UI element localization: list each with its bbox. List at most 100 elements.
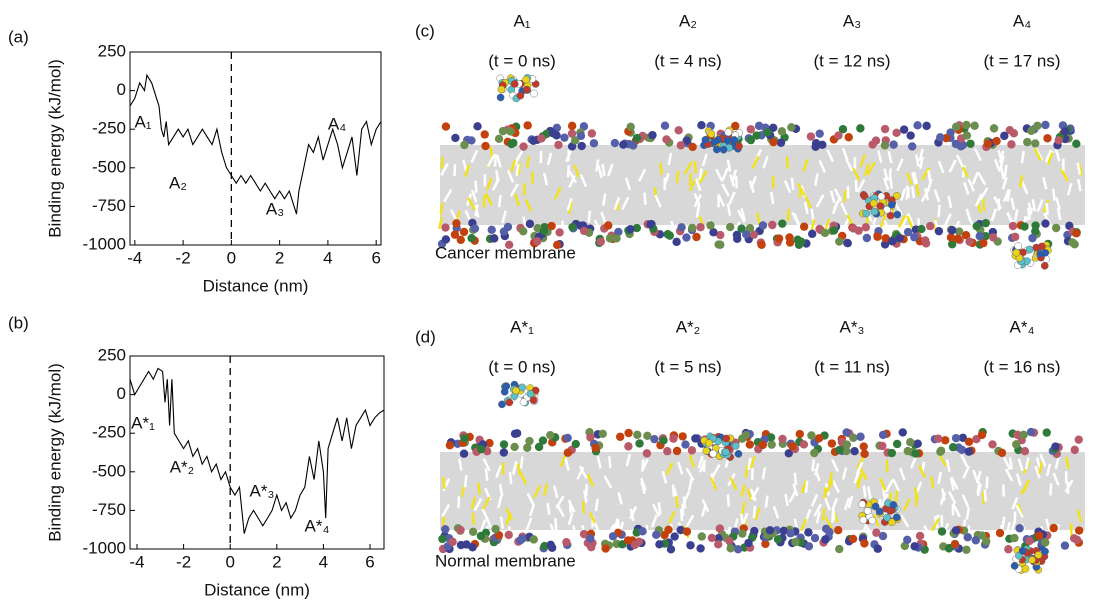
lipid-tail <box>607 163 614 177</box>
lipid-head <box>795 429 804 439</box>
lipid-head <box>733 545 743 554</box>
lipid-tail <box>600 211 607 225</box>
lipid-tail <box>515 163 520 177</box>
lipid-head <box>547 221 556 231</box>
lipid-head <box>860 449 869 459</box>
lipid-tail <box>883 168 889 181</box>
lipid-tail <box>638 168 647 182</box>
state-time: (t = 5 ns) <box>654 357 722 376</box>
lipid-tail <box>440 156 445 170</box>
lipid-head <box>445 441 455 450</box>
lipid-head <box>642 449 652 458</box>
lipid-tail <box>880 493 889 507</box>
lipid-head <box>804 528 813 537</box>
lipid-tail <box>985 476 989 489</box>
lipid-head <box>480 130 489 139</box>
lipid-head <box>519 227 528 236</box>
lipid-head <box>895 233 904 243</box>
lipid-tail <box>912 171 918 185</box>
lipid-head <box>499 448 509 457</box>
lipid-tail <box>828 471 834 485</box>
lipid-head <box>892 128 901 138</box>
lipid-tail <box>854 179 858 192</box>
lipid-tail <box>802 158 809 172</box>
lipid-tail <box>923 525 932 539</box>
lipid-head <box>1007 140 1016 149</box>
lipid-tail <box>579 174 588 188</box>
lipid-head <box>598 429 607 439</box>
lipid-tail <box>747 457 752 470</box>
lipid-tail <box>440 162 449 176</box>
peptide-atom <box>868 516 877 525</box>
lipid-tail <box>624 177 631 191</box>
lipid-tail <box>709 477 718 491</box>
lipid-head <box>548 129 558 138</box>
lipid-head <box>601 544 610 553</box>
lipid-tail <box>1020 150 1025 164</box>
lipid-head <box>966 139 975 148</box>
lipid-tail <box>443 188 453 203</box>
peptide-atom <box>1038 242 1046 251</box>
lipid-head <box>1051 442 1060 451</box>
lipid-head <box>624 428 633 438</box>
lipid-tail <box>658 162 664 175</box>
lipid-tail <box>542 172 549 186</box>
lipid-tail <box>1010 197 1016 211</box>
lipid-tail <box>905 185 911 198</box>
lipid-head <box>908 142 917 151</box>
lipid-head <box>1000 131 1009 141</box>
lipid-tail <box>790 177 795 190</box>
lipid-tail <box>700 504 707 517</box>
lipid-head <box>682 136 691 145</box>
lipid-head <box>498 126 508 136</box>
lipid-head <box>951 433 961 443</box>
lipid-head <box>849 433 858 443</box>
lipid-tail <box>479 519 487 533</box>
lipid-head <box>1054 136 1063 145</box>
lipid-tail <box>914 154 920 167</box>
lipid-tail <box>675 495 679 509</box>
lipid-head <box>1043 134 1052 143</box>
peptide-atom <box>498 400 506 409</box>
lipid-tail <box>506 169 515 183</box>
lipid-head <box>997 448 1007 458</box>
lipid-tail <box>831 479 840 493</box>
y-tick-label: 0 <box>117 384 126 403</box>
lipid-tail <box>993 196 1002 210</box>
lipid-head <box>977 531 987 540</box>
lipid-head <box>626 122 635 132</box>
lipid-head <box>589 139 599 148</box>
peptide-atom <box>516 91 525 100</box>
plot-frame <box>129 355 385 550</box>
lipid-tail <box>982 491 986 504</box>
peptide-atom <box>1040 262 1049 270</box>
lipid-head <box>982 537 991 546</box>
lipid-head <box>615 432 625 441</box>
x-tick-label: -4 <box>127 248 142 267</box>
lipid-head <box>749 230 759 239</box>
lipid-head <box>995 528 1005 538</box>
lipid-head <box>605 234 615 243</box>
lipid-tail <box>877 150 883 163</box>
lipid-head <box>650 434 659 444</box>
lipid-head <box>610 138 620 148</box>
lipid-head <box>648 130 657 140</box>
lipid-tail <box>685 514 695 528</box>
lipid-head <box>1027 126 1036 136</box>
lipid-head <box>1034 531 1044 540</box>
x-tick-label: -4 <box>129 552 144 571</box>
lipid-head <box>892 439 902 449</box>
lipid-head <box>1013 430 1022 439</box>
lipid-tail <box>927 170 932 183</box>
lipid-tail <box>736 209 746 223</box>
lipid-tail <box>853 470 861 484</box>
lipid-tail <box>519 456 524 469</box>
x-tick-label: -2 <box>176 248 191 267</box>
lipid-head <box>988 440 997 449</box>
lipid-head <box>758 440 768 450</box>
lipid-tail <box>559 454 567 468</box>
lipid-tail <box>967 178 975 192</box>
lipid-tail <box>910 455 918 469</box>
peptide-atom <box>1028 556 1036 564</box>
annotation: A₂ <box>169 173 187 192</box>
